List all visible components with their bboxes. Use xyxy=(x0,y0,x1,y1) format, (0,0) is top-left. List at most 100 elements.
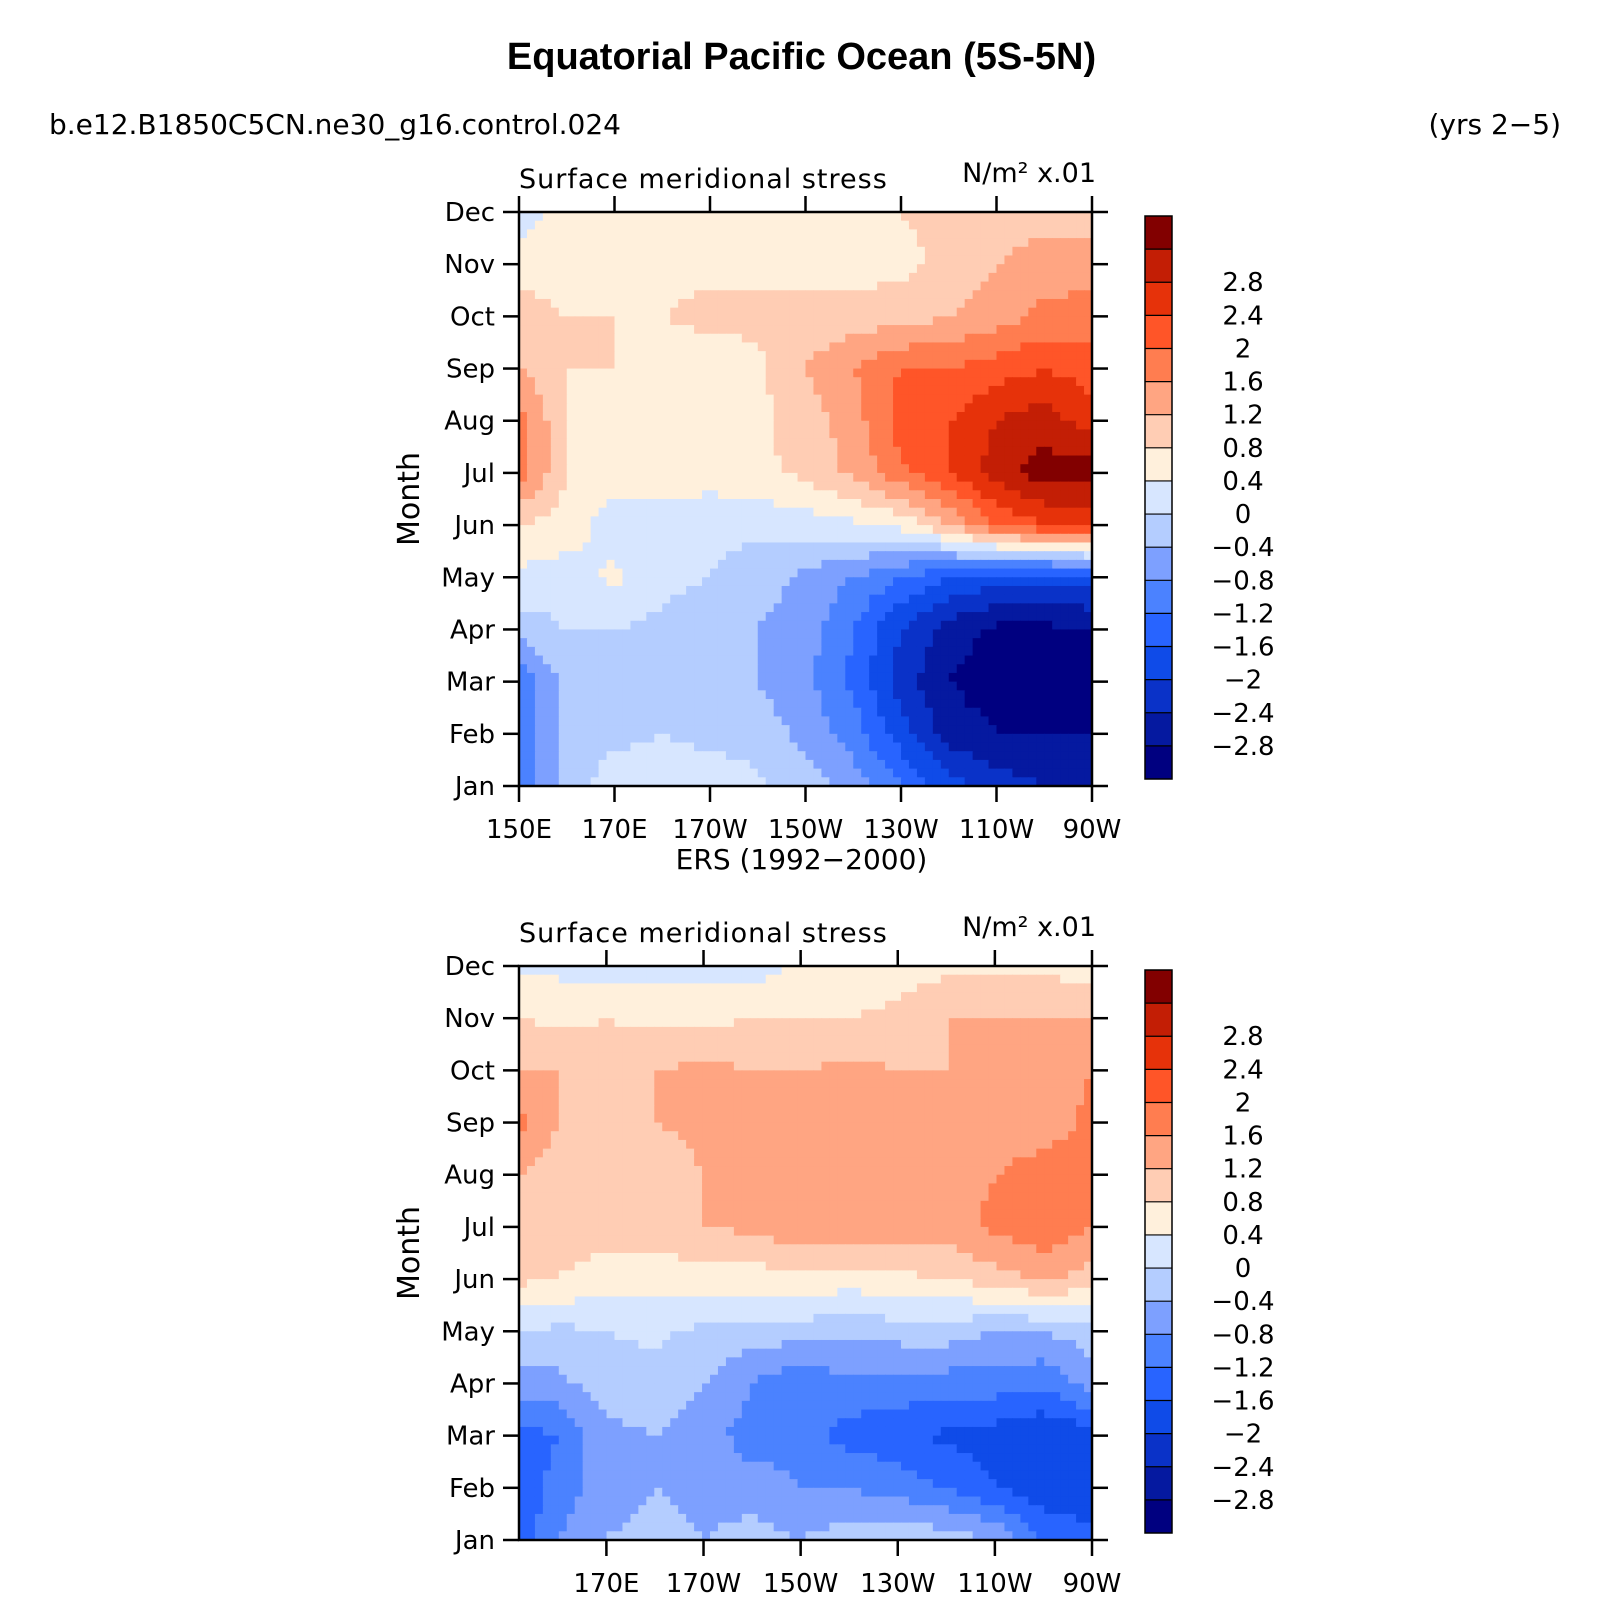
heatmap-cell xyxy=(1028,733,1037,744)
heatmap-cell xyxy=(606,455,616,465)
heatmap-cell xyxy=(821,768,830,778)
heatmap-cell xyxy=(861,742,870,752)
heatmap-cell xyxy=(1084,655,1093,665)
heatmap-cell xyxy=(988,638,998,648)
heatmap-cell xyxy=(829,759,838,770)
heatmap-cell xyxy=(678,655,687,665)
heatmap-cell xyxy=(622,307,632,317)
heatmap-cell xyxy=(765,368,775,378)
heatmap-cell xyxy=(646,690,655,700)
heatmap-cell xyxy=(893,768,902,778)
heatmap-cell xyxy=(1012,385,1021,396)
heatmap-cell xyxy=(781,255,791,265)
heatmap-cell xyxy=(622,716,632,726)
heatmap-cell xyxy=(829,716,838,726)
heatmap-cell xyxy=(678,403,687,413)
heatmap-cell xyxy=(789,264,799,274)
heatmap-cell xyxy=(789,446,799,457)
heatmap-cell xyxy=(670,551,679,561)
heatmap-cell xyxy=(893,646,902,657)
heatmap-cell xyxy=(853,681,862,691)
heatmap-cell xyxy=(574,342,584,352)
heatmap-cell xyxy=(646,559,655,570)
heatmap-cell xyxy=(805,768,815,778)
heatmap-cell xyxy=(566,307,576,317)
heatmap-cell xyxy=(757,394,767,404)
heatmap-cell xyxy=(893,707,902,718)
heatmap-cell xyxy=(670,238,679,248)
heatmap-cell xyxy=(797,377,807,387)
heatmap-cell xyxy=(765,716,775,726)
heatmap-cell xyxy=(932,246,942,257)
heatmap-cell xyxy=(940,551,950,561)
heatmap-cell xyxy=(733,255,743,265)
heatmap-cell xyxy=(590,272,600,283)
heatmap-cell xyxy=(877,307,886,317)
heatmap-cell xyxy=(893,699,902,709)
heatmap-cell xyxy=(1004,472,1014,483)
heatmap-cell xyxy=(534,603,544,613)
heatmap-cell xyxy=(845,298,854,309)
heatmap-cell xyxy=(885,759,894,770)
heatmap-cell xyxy=(694,264,703,274)
heatmap-cell xyxy=(622,551,632,561)
heatmap-cell xyxy=(1052,255,1061,265)
heatmap-cell xyxy=(789,281,799,291)
heatmap-cell xyxy=(1060,455,1069,465)
heatmap-cell xyxy=(1060,264,1069,274)
heatmap-cell xyxy=(574,516,584,526)
heatmap-cell xyxy=(1076,751,1085,761)
heatmap-cell xyxy=(598,725,608,735)
heatmap-cell xyxy=(519,629,528,639)
heatmap-cell xyxy=(654,733,663,744)
heatmap-cell xyxy=(797,351,807,361)
heatmap-cell xyxy=(813,298,823,309)
heatmap-cell xyxy=(988,499,998,509)
heatmap-cell xyxy=(614,455,624,465)
heatmap-cell xyxy=(797,507,807,517)
heatmap-cell xyxy=(638,229,647,239)
heatmap-cell xyxy=(773,368,783,378)
heatmap-cell xyxy=(654,499,663,509)
heatmap-cell xyxy=(566,742,576,752)
heatmap-cell xyxy=(821,229,830,239)
heatmap-cell xyxy=(1036,690,1045,700)
heatmap-cell xyxy=(598,699,608,709)
heatmap-cell xyxy=(916,733,926,744)
heatmap-cell xyxy=(741,377,751,387)
heatmap-cell xyxy=(964,585,974,596)
heatmap-cell xyxy=(964,212,974,222)
heatmap-cell xyxy=(996,681,1006,691)
heatmap-cell xyxy=(526,290,536,300)
heatmap-cell xyxy=(1028,699,1037,709)
heatmap-cell xyxy=(558,742,568,752)
heatmap-cell xyxy=(916,438,926,448)
heatmap-cell xyxy=(558,646,568,657)
heatmap-cell xyxy=(526,499,536,509)
heatmap-cell xyxy=(574,551,584,561)
heatmap-cell xyxy=(678,551,687,561)
heatmap-cell xyxy=(901,403,910,413)
heatmap-cell xyxy=(765,316,775,326)
heatmap-cell xyxy=(1068,507,1077,517)
heatmap-cell xyxy=(606,966,616,976)
heatmap-cell xyxy=(638,368,647,378)
heatmap-cell xyxy=(877,264,886,274)
heatmap-cell xyxy=(717,307,727,317)
heatmap-cell xyxy=(805,559,815,570)
heatmap-cell xyxy=(765,351,775,361)
heatmap-cell xyxy=(956,229,966,239)
heatmap-cell xyxy=(908,681,918,691)
heatmap-cell xyxy=(1052,603,1061,613)
heatmap-cell xyxy=(797,681,807,691)
heatmap-cell xyxy=(861,568,870,578)
heatmap-cell xyxy=(630,594,639,604)
heatmap-cell xyxy=(980,238,990,248)
heatmap-cell xyxy=(662,220,671,230)
heatmap-cell xyxy=(853,298,862,309)
heatmap-cell xyxy=(1004,281,1014,291)
y-tick-label: Jun xyxy=(452,511,495,541)
heatmap-cell xyxy=(885,603,894,613)
heatmap-cell xyxy=(757,298,767,309)
heatmap-cell xyxy=(765,481,775,491)
